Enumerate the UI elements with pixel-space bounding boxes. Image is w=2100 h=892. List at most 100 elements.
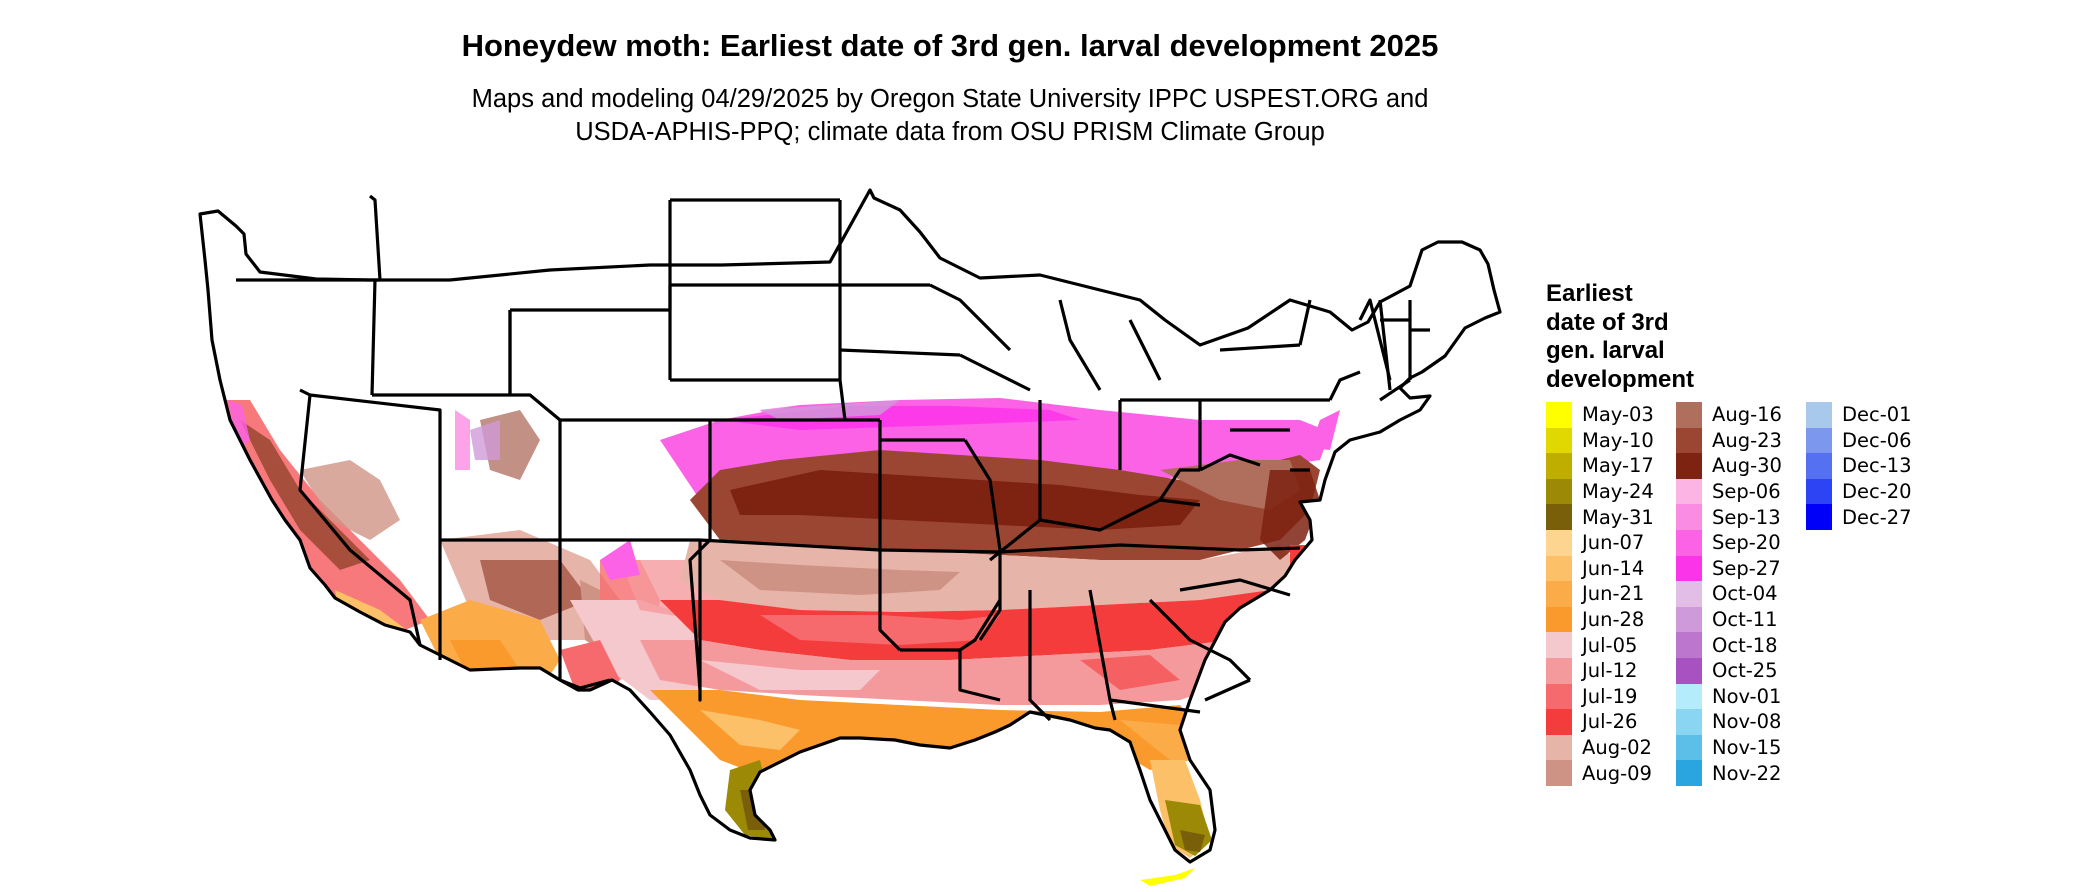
legend-item: Nov-08: [1676, 709, 1802, 735]
legend-label: Jul-05: [1582, 633, 1638, 657]
legend-label: Oct-25: [1712, 659, 1778, 683]
legend-label: Dec-27: [1842, 505, 1912, 529]
legend-label: Oct-04: [1712, 582, 1778, 606]
legend-item: Jul-05: [1546, 632, 1672, 658]
legend-label: Dec-06: [1842, 428, 1912, 452]
legend-label: Oct-18: [1712, 633, 1778, 657]
legend-swatch: [1676, 504, 1702, 530]
legend-item: Jun-07: [1546, 529, 1672, 556]
legend-item: May-17: [1546, 453, 1672, 479]
legend-swatch: [1676, 734, 1702, 761]
legend-title-line-3: gen. larval: [1546, 337, 1665, 364]
legend-item: May-10: [1546, 427, 1672, 454]
legend-label: Nov-22: [1712, 761, 1782, 785]
map-subtitle: Maps and modeling 04/29/2025 by Oregon S…: [0, 83, 1900, 149]
legend-column: May-03 May-10 May-17 May-24 May-31 Jun-07 Jun-…: [1546, 402, 1672, 786]
legend-label: Sep-13: [1712, 505, 1781, 529]
legend-item: Sep-27: [1676, 555, 1802, 582]
legend-title-line-4: development: [1546, 365, 1695, 393]
legend-item: Nov-15: [1676, 734, 1802, 761]
legend-item: Sep-06: [1676, 478, 1802, 505]
legend-swatch: [1676, 606, 1702, 633]
legend-item: May-24: [1546, 478, 1672, 505]
legend-title: Earliest date of 3rd gen. larval develop…: [1546, 280, 1746, 394]
legend-swatch: [1806, 504, 1832, 530]
legend-swatch: [1806, 402, 1832, 428]
legend-label: Sep-20: [1712, 531, 1781, 555]
legend-swatch: [1676, 581, 1702, 607]
legend-item: Aug-23: [1676, 427, 1802, 454]
legend-item: Oct-25: [1676, 657, 1802, 684]
legend-swatch: [1676, 709, 1702, 735]
legend-item: Jun-28: [1546, 606, 1672, 633]
legend-swatch: [1546, 632, 1572, 658]
legend-label: Jul-19: [1582, 684, 1638, 708]
legend-swatch: [1676, 427, 1702, 454]
legend-item: May-31: [1546, 504, 1672, 530]
legend-item: Oct-18: [1676, 632, 1802, 658]
legend-swatch: [1546, 402, 1572, 428]
legend-label: May-24: [1582, 480, 1654, 504]
legend-item: Jun-21: [1546, 581, 1672, 607]
legend-label: May-17: [1582, 454, 1654, 478]
legend-swatch: [1676, 478, 1702, 505]
legend-columns: May-03 May-10 May-17 May-24 May-31 Jun-07 Jun-…: [1546, 402, 1936, 786]
legend-label: Jun-14: [1582, 556, 1645, 580]
legend-label: Sep-06: [1712, 480, 1781, 504]
degree-day-color-regions: [200, 190, 1500, 862]
subtitle-line-2: USDA-APHIS-PPQ; climate data from OSU PR…: [575, 118, 1325, 146]
legend-item: Sep-20: [1676, 529, 1802, 556]
legend-label: Jun-07: [1582, 531, 1645, 555]
legend-label: Dec-20: [1842, 480, 1912, 504]
legend-label: Nov-15: [1712, 736, 1782, 760]
legend-item: Nov-01: [1676, 683, 1802, 710]
legend-item: Aug-16: [1676, 402, 1802, 428]
legend-item: Aug-30: [1676, 453, 1802, 479]
legend-item: Dec-01: [1806, 402, 1932, 428]
legend-swatch: [1546, 581, 1572, 607]
legend-label: Sep-27: [1712, 556, 1781, 580]
legend-item: Oct-11: [1676, 606, 1802, 633]
legend-swatch: [1546, 453, 1572, 479]
legend-item: Dec-27: [1806, 504, 1932, 530]
legend-swatch: [1676, 657, 1702, 684]
legend-label: Nov-01: [1712, 684, 1782, 708]
legend-swatch: [1546, 427, 1572, 454]
legend-swatch: [1546, 478, 1572, 505]
legend-swatch: [1546, 555, 1572, 582]
legend-label: Jun-28: [1582, 608, 1645, 632]
legend-item: Jul-19: [1546, 683, 1672, 710]
legend-item: Jul-26: [1546, 709, 1672, 735]
legend-swatch: [1676, 760, 1702, 786]
legend-swatch: [1546, 606, 1572, 633]
legend-label: Aug-02: [1582, 736, 1652, 760]
legend-swatch: [1546, 734, 1572, 761]
legend-swatch: [1806, 427, 1832, 454]
legend-swatch: [1546, 760, 1572, 786]
legend-label: Aug-30: [1712, 454, 1782, 478]
legend-label: Oct-11: [1712, 608, 1778, 632]
legend-item: Dec-06: [1806, 427, 1932, 454]
legend-swatch: [1546, 683, 1572, 710]
legend-item: Aug-09: [1546, 760, 1672, 786]
legend-item: Jun-14: [1546, 555, 1672, 582]
state-boundaries: [198, 188, 1502, 864]
legend-label: Aug-23: [1712, 428, 1782, 452]
legend-column: Dec-01 Dec-06 Dec-13 Dec-20 Dec-27: [1806, 402, 1932, 786]
legend-swatch: [1546, 657, 1572, 684]
legend-item: Sep-13: [1676, 504, 1802, 530]
legend-label: May-10: [1582, 428, 1654, 452]
legend-column: Aug-16 Aug-23 Aug-30 Sep-06 Sep-13 Sep-20 Sep-…: [1676, 402, 1802, 786]
legend-item: May-03: [1546, 402, 1672, 428]
legend-title-line-1: Earliest: [1546, 280, 1633, 307]
legend-swatch: [1546, 529, 1572, 556]
florida-keys: [1140, 868, 1195, 886]
subtitle-line-1: Maps and modeling 04/29/2025 by Oregon S…: [471, 85, 1429, 113]
legend-label: Aug-16: [1712, 403, 1782, 427]
legend-label: May-31: [1582, 505, 1654, 529]
us-map: [198, 188, 1502, 886]
legend-label: Jun-21: [1582, 582, 1645, 606]
legend-label: Aug-09: [1582, 761, 1652, 785]
legend-swatch: [1676, 529, 1702, 556]
legend-swatch: [1676, 555, 1702, 582]
